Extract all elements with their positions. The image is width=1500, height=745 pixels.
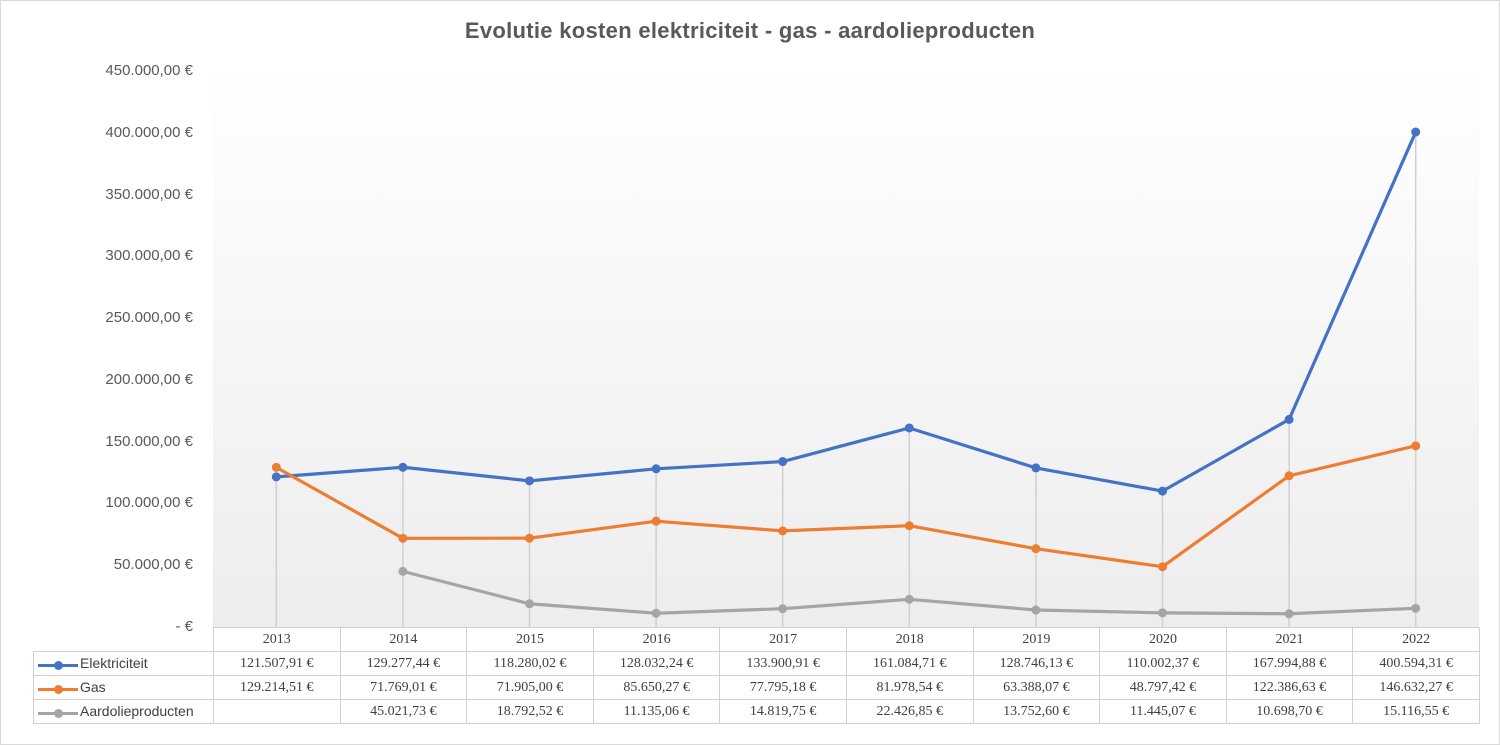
legend-entry: Aardolieproducten: [33, 699, 214, 724]
data-point-aardolieproducten: [1158, 608, 1167, 618]
data-point-elektriciteit: [904, 423, 914, 433]
chart-title: Evolutie kosten elektriciteit - gas - aa…: [464, 18, 1036, 43]
data-label: 11.445,07 €: [1099, 699, 1227, 724]
x-tick-label: 2017: [719, 627, 847, 652]
data-point-elektriciteit: [271, 472, 281, 482]
series-name: Elektriciteit: [80, 655, 148, 672]
data-label: 161.084,71 €: [845, 651, 974, 676]
y-tick-label: 100.000,00 €: [105, 494, 193, 512]
legend-entry: Gas: [33, 675, 214, 700]
x-tick-label: 2016: [592, 627, 721, 652]
data-label: 110.002,37 €: [1099, 651, 1227, 676]
data-label: 133.900,91 €: [719, 651, 847, 676]
plot-area-background: [213, 60, 1479, 627]
data-point-elektriciteit: [398, 462, 408, 472]
data-label: 48.797,42 €: [1099, 675, 1227, 700]
data-label: 15.116,55 €: [1352, 699, 1480, 724]
data-label: 121.507,91 €: [213, 651, 341, 676]
data-label: 129.277,44 €: [339, 651, 468, 676]
table-row: Elektriciteit 121.507,91 €129.277,44 €118…: [33, 651, 1480, 676]
data-label: 118.280,02 €: [466, 651, 594, 676]
data-label: 13.752,60 €: [972, 699, 1101, 724]
y-tick-label: 350.000,00 €: [105, 185, 193, 203]
data-point-elektriciteit: [1158, 486, 1167, 496]
x-tick-label: 2019: [972, 627, 1101, 652]
data-point-elektriciteit: [1411, 127, 1421, 137]
data-point-aardolieproducten: [525, 599, 534, 609]
data-point-elektriciteit: [1031, 463, 1041, 473]
series-line-elektriciteit: [276, 131, 1418, 493]
y-tick-label: 200.000,00 €: [105, 370, 193, 388]
y-tick-label: 450.000,00 €: [105, 62, 193, 79]
data-label: 63.388,07 €: [972, 675, 1101, 700]
data-point-aardolieproducten: [1031, 605, 1041, 615]
legend-line-icon: [38, 706, 78, 720]
table-row: Gas 129.214,51 €71.769,01 €71.905,00 €85.…: [33, 675, 1480, 700]
y-tick-label: 50.000,00 €: [113, 556, 193, 574]
data-label: 129.214,51 €: [213, 675, 341, 700]
data-label: 18.792,52 €: [466, 699, 594, 724]
data-label: 167.994,88 €: [1225, 651, 1354, 676]
data-label: 400.594,31 €: [1352, 651, 1480, 676]
x-tick-label: 2018: [845, 627, 974, 652]
data-point-gas: [398, 533, 408, 543]
x-tick-label: 2015: [466, 627, 594, 652]
data-point-gas: [1031, 544, 1041, 554]
data-point-aardolieproducten: [1411, 603, 1421, 613]
data-label: 71.769,01 €: [339, 675, 468, 700]
legend-entry: Elektriciteit: [33, 651, 214, 676]
data-label: 10.698,70 €: [1225, 699, 1354, 724]
series-name: Gas: [80, 679, 106, 696]
x-tick-label: 2021: [1225, 627, 1354, 652]
data-point-gas: [651, 516, 661, 526]
data-point-aardolieproducten: [904, 594, 914, 604]
data-point-aardolieproducten: [651, 608, 661, 618]
data-point-aardolieproducten: [1284, 609, 1294, 619]
x-tick-label: 2013: [213, 627, 341, 652]
data-label: 71.905,00 €: [466, 675, 594, 700]
table-row: Aardolieproducten 45.021,73 €18.792,52 €1…: [33, 699, 1480, 724]
chart-data-table: 2013 2014 2015 2016 2017 2018 2019 2020 2021 2022…: [33, 627, 1480, 724]
data-label: 22.426,85 €: [845, 699, 974, 724]
table-corner: [33, 627, 214, 652]
data-point-gas: [904, 521, 914, 531]
data-label: 14.819,75 €: [719, 699, 847, 724]
data-point-elektriciteit: [651, 464, 661, 474]
data-point-elektriciteit: [778, 457, 788, 467]
data-point-aardolieproducten: [398, 566, 408, 576]
legend-line-icon: [38, 658, 78, 672]
data-label: 122.386,63 €: [1225, 675, 1354, 700]
x-tick-label: 2020: [1099, 627, 1227, 652]
series-line-gas: [275, 444, 1417, 569]
data-label: 128.032,24 €: [592, 651, 721, 676]
data-label: 81.978,54 €: [845, 675, 974, 700]
data-label: 128.746,13 €: [972, 651, 1101, 676]
data-label: 146.632,27 €: [1352, 675, 1480, 700]
data-point-gas: [1284, 471, 1294, 481]
legend-line-icon: [38, 682, 78, 696]
data-label: 45.021,73 €: [339, 699, 468, 724]
x-tick-label: 2014: [339, 627, 468, 652]
data-point-elektriciteit: [525, 476, 534, 486]
y-tick-label: 150.000,00 €: [105, 432, 193, 450]
data-point-gas: [1158, 562, 1167, 572]
x-tick-label: 2022: [1352, 627, 1480, 652]
data-label: 11.135,06 €: [592, 699, 721, 724]
y-tick-label: 400.000,00 €: [105, 123, 193, 141]
data-label: [213, 699, 341, 724]
data-label: 77.795,18 €: [719, 675, 847, 700]
series-name: Aardolieproducten: [80, 703, 194, 720]
data-label: 85.650,27 €: [592, 675, 721, 700]
data-point-gas: [525, 533, 534, 543]
data-point-gas: [271, 462, 281, 472]
data-point-gas: [778, 526, 788, 536]
data-point-elektriciteit: [1284, 414, 1294, 424]
data-point-aardolieproducten: [778, 604, 788, 614]
y-tick-label: 300.000,00 €: [105, 247, 193, 265]
data-point-gas: [1411, 441, 1421, 451]
y-tick-label: 250.000,00 €: [105, 309, 193, 327]
